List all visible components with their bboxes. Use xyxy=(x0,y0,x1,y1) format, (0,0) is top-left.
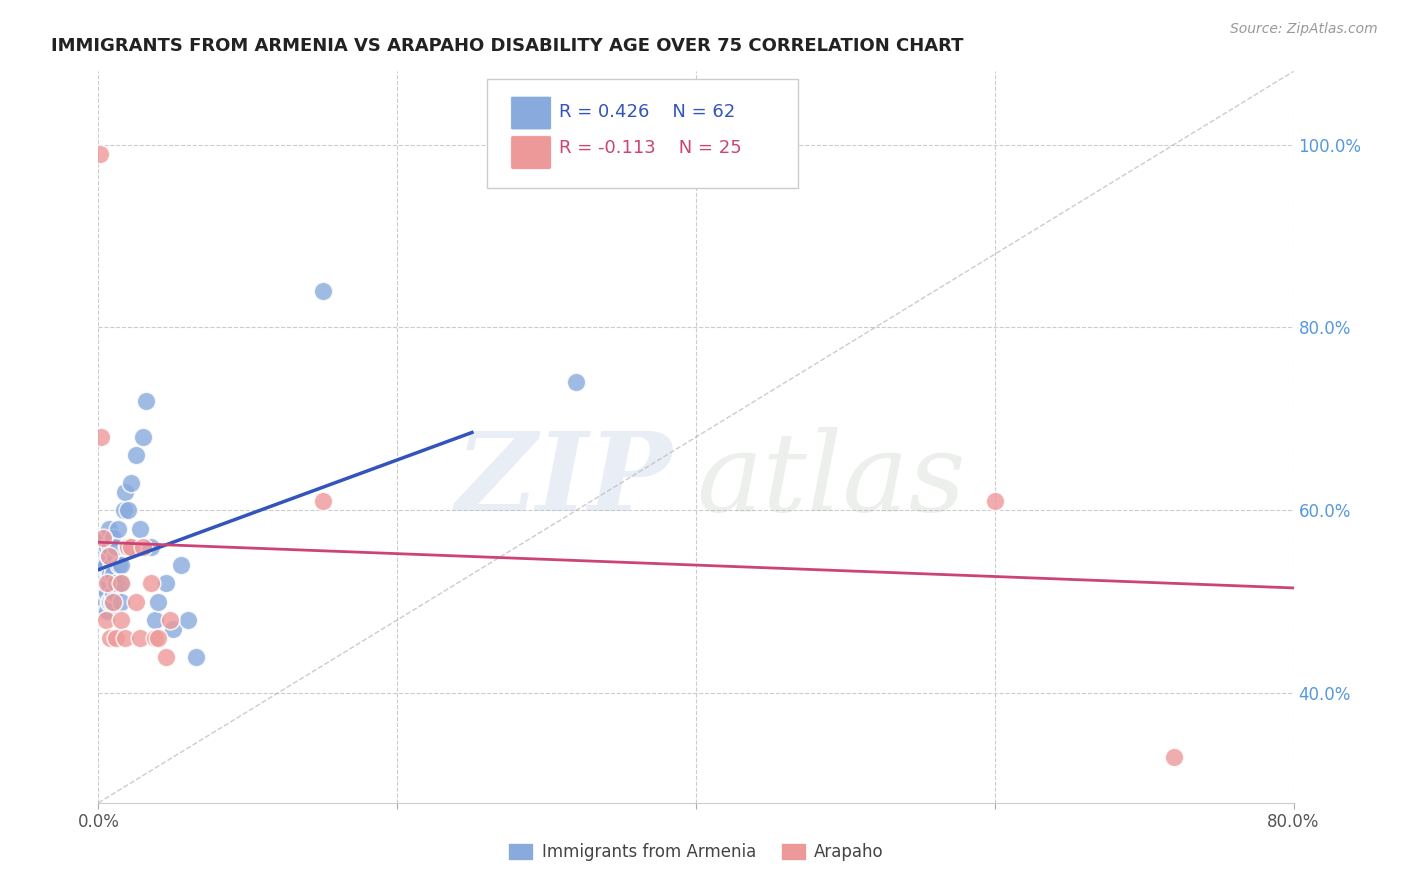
Point xyxy=(120,475,142,490)
Point xyxy=(132,430,155,444)
Point xyxy=(108,558,131,573)
Point xyxy=(114,632,136,646)
Point xyxy=(110,613,132,627)
Point xyxy=(96,576,118,591)
Point xyxy=(93,540,115,554)
Point xyxy=(98,632,122,646)
Point xyxy=(110,576,132,591)
Text: R = 0.426    N = 62: R = 0.426 N = 62 xyxy=(558,103,735,120)
Point xyxy=(103,531,125,545)
Point xyxy=(159,613,181,627)
Point xyxy=(103,585,125,599)
Point xyxy=(155,649,177,664)
Point xyxy=(104,549,127,563)
Point xyxy=(129,632,152,646)
Point xyxy=(105,576,128,591)
Point xyxy=(94,576,117,591)
Point xyxy=(89,594,111,608)
Point xyxy=(96,540,118,554)
Point xyxy=(97,549,120,563)
Point xyxy=(139,576,162,591)
Point xyxy=(148,632,170,646)
Point xyxy=(143,613,166,627)
Point xyxy=(93,604,115,618)
Legend: Immigrants from Armenia, Arapaho: Immigrants from Armenia, Arapaho xyxy=(502,836,890,868)
Point xyxy=(184,649,207,664)
Point xyxy=(132,540,155,554)
Point xyxy=(89,146,111,161)
Text: atlas: atlas xyxy=(696,427,966,534)
Point xyxy=(98,567,122,582)
Point xyxy=(125,594,148,608)
Point xyxy=(110,558,132,573)
Text: R = -0.113    N = 25: R = -0.113 N = 25 xyxy=(558,138,741,157)
Point xyxy=(135,393,157,408)
Point xyxy=(94,613,117,627)
Point xyxy=(90,585,112,599)
Point xyxy=(93,558,115,573)
Point xyxy=(90,549,112,563)
Text: IMMIGRANTS FROM ARMENIA VS ARAPAHO DISABILITY AGE OVER 75 CORRELATION CHART: IMMIGRANTS FROM ARMENIA VS ARAPAHO DISAB… xyxy=(51,37,963,54)
Point xyxy=(101,594,124,608)
Point xyxy=(89,558,111,573)
Point xyxy=(169,558,191,573)
Point xyxy=(98,594,122,608)
Point xyxy=(90,531,112,545)
Point xyxy=(111,576,134,591)
Point xyxy=(129,521,152,535)
Point xyxy=(97,594,120,608)
Point xyxy=(117,503,139,517)
Point xyxy=(162,622,184,636)
Point xyxy=(91,531,114,545)
Point xyxy=(94,531,117,545)
Point xyxy=(311,284,333,298)
Point xyxy=(94,558,117,573)
FancyBboxPatch shape xyxy=(510,136,551,169)
Point xyxy=(110,594,132,608)
Point xyxy=(101,558,124,573)
FancyBboxPatch shape xyxy=(486,78,797,188)
Point xyxy=(97,549,120,563)
Point xyxy=(97,521,120,535)
Point xyxy=(103,567,125,582)
Point xyxy=(91,576,114,591)
Point xyxy=(96,585,118,599)
Text: ZIP: ZIP xyxy=(456,427,672,534)
Point xyxy=(125,448,148,462)
Point xyxy=(89,576,111,591)
Point xyxy=(117,540,139,554)
Point xyxy=(143,632,166,646)
Point xyxy=(91,531,114,545)
Point xyxy=(155,576,177,591)
Point xyxy=(105,540,128,554)
Point xyxy=(98,540,122,554)
Point xyxy=(114,485,136,500)
Point xyxy=(90,430,112,444)
Point xyxy=(96,604,118,618)
Point xyxy=(112,503,135,517)
Point xyxy=(93,585,115,599)
Point xyxy=(565,376,588,390)
Point xyxy=(148,594,170,608)
Point xyxy=(1163,750,1185,764)
Point xyxy=(103,594,125,608)
Point xyxy=(94,594,117,608)
FancyBboxPatch shape xyxy=(510,96,551,130)
Point xyxy=(105,632,128,646)
Point xyxy=(311,494,333,508)
Point xyxy=(89,540,111,554)
Point xyxy=(120,540,142,554)
Point xyxy=(91,558,114,573)
Point xyxy=(115,540,138,554)
Point xyxy=(97,576,120,591)
Point xyxy=(984,494,1007,508)
Point xyxy=(177,613,200,627)
Point xyxy=(91,594,114,608)
Text: Source: ZipAtlas.com: Source: ZipAtlas.com xyxy=(1230,22,1378,37)
Point xyxy=(139,540,162,554)
Point xyxy=(107,521,129,535)
Point xyxy=(90,567,112,582)
